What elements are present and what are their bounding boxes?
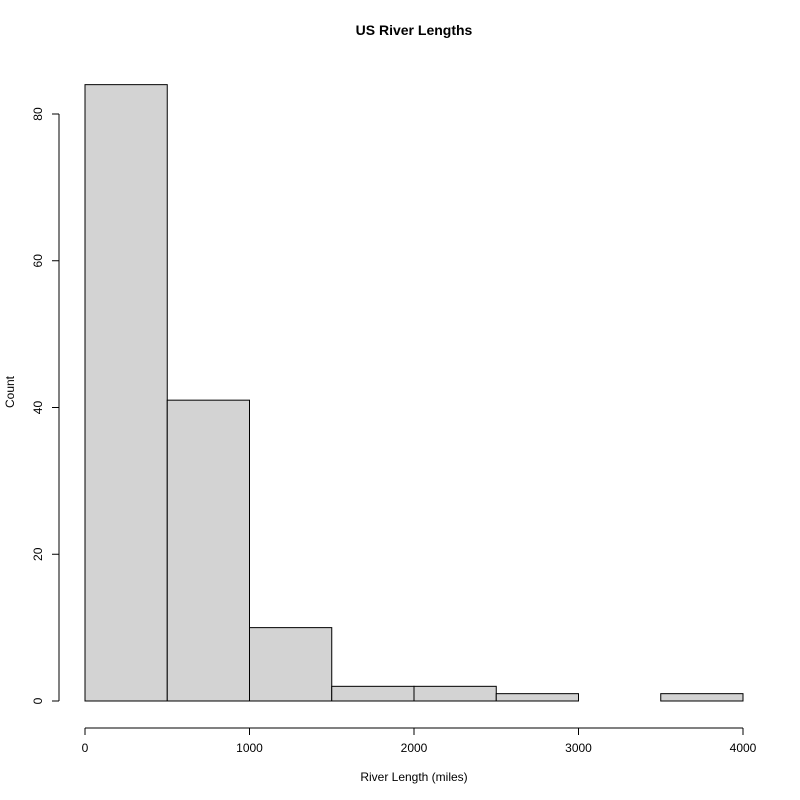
y-axis-label: Count bbox=[3, 375, 17, 408]
bar bbox=[495, 693, 579, 702]
x-tick-label: 0 bbox=[82, 741, 89, 755]
y-tick-label: 80 bbox=[31, 107, 45, 121]
x-tick-label: 4000 bbox=[730, 741, 757, 755]
y-tick-label: 60 bbox=[31, 254, 45, 268]
y-tick-label: 20 bbox=[31, 547, 45, 561]
bar bbox=[413, 685, 497, 702]
bar bbox=[166, 399, 250, 702]
x-tick-label: 2000 bbox=[401, 741, 428, 755]
y-tick-label: 0 bbox=[31, 697, 45, 704]
chart-title: US River Lengths bbox=[356, 22, 473, 38]
bar bbox=[249, 627, 333, 702]
y-tick-label: 40 bbox=[31, 401, 45, 415]
x-tick-label: 3000 bbox=[565, 741, 592, 755]
bar bbox=[660, 693, 744, 702]
bar bbox=[84, 84, 168, 702]
x-axis-label: River Length (miles) bbox=[360, 770, 467, 784]
bar bbox=[331, 685, 415, 702]
x-tick-label: 1000 bbox=[236, 741, 263, 755]
